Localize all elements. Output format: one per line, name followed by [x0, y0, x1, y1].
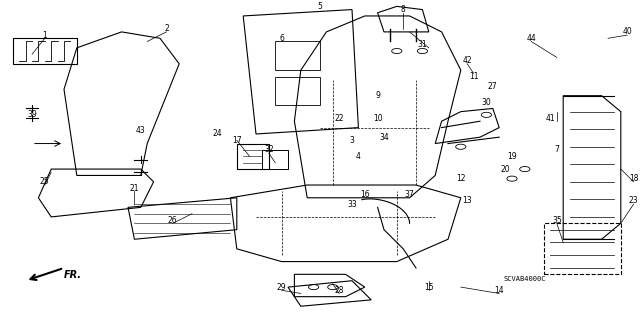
Text: 32: 32	[264, 145, 274, 154]
Text: 6: 6	[279, 34, 284, 43]
Text: 25: 25	[40, 177, 50, 186]
Text: 13: 13	[462, 197, 472, 205]
Bar	[275, 77, 320, 105]
Text: 17: 17	[232, 136, 242, 145]
Text: 10: 10	[372, 114, 383, 122]
Text: SCVAB4000C: SCVAB4000C	[504, 276, 546, 282]
Text: 24: 24	[212, 130, 223, 138]
Text: 31: 31	[417, 40, 428, 49]
Text: 29: 29	[276, 283, 287, 292]
Text: 26: 26	[168, 216, 178, 225]
Text: 30: 30	[481, 98, 492, 107]
Text: 19: 19	[507, 152, 517, 161]
Text: 41: 41	[545, 114, 556, 122]
Bar	[237, 144, 269, 169]
Text: 21: 21	[130, 184, 139, 193]
Text: 42: 42	[462, 56, 472, 65]
Text: 9: 9	[375, 91, 380, 100]
Text: 11: 11	[469, 72, 478, 81]
Text: 15: 15	[424, 283, 434, 292]
Text: 23: 23	[628, 197, 639, 205]
Text: 16: 16	[360, 190, 370, 199]
Text: 4: 4	[356, 152, 361, 161]
Bar	[544, 223, 621, 274]
Text: 18: 18	[629, 174, 638, 183]
Text: 7: 7	[554, 145, 559, 154]
Text: 27: 27	[488, 82, 498, 91]
Text: 22: 22	[335, 114, 344, 122]
Text: 37: 37	[404, 190, 415, 199]
Text: FR.: FR.	[64, 270, 82, 279]
Text: 43: 43	[136, 126, 146, 135]
Text: 8: 8	[401, 5, 406, 14]
Text: 5: 5	[317, 2, 323, 11]
Text: 28: 28	[335, 286, 344, 295]
Bar	[275, 41, 320, 70]
Text: 12: 12	[456, 174, 465, 183]
Text: 20: 20	[500, 165, 511, 174]
Text: 1: 1	[42, 31, 47, 40]
Text: 34: 34	[379, 133, 389, 142]
Text: 44: 44	[526, 34, 536, 43]
Text: 40: 40	[622, 27, 632, 36]
Bar	[13, 38, 77, 64]
Text: 3: 3	[349, 136, 355, 145]
Bar	[262, 150, 288, 169]
Text: 33: 33	[347, 200, 357, 209]
Text: 2: 2	[164, 24, 169, 33]
Text: 39: 39	[27, 110, 37, 119]
Text: 35: 35	[552, 216, 562, 225]
Text: 14: 14	[494, 286, 504, 295]
